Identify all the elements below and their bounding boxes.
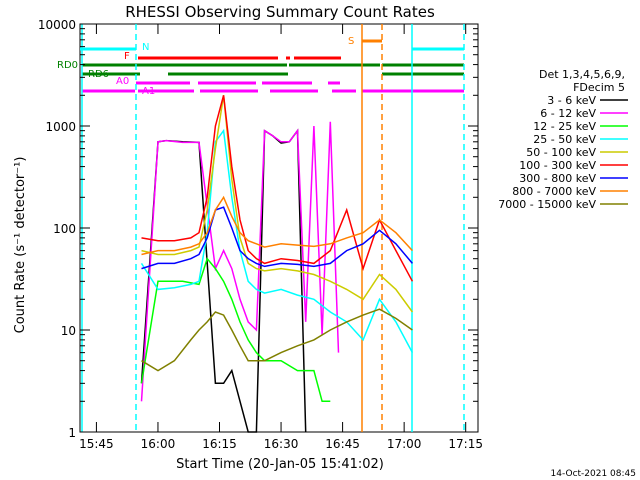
y-axis-label: Count Rate (s⁻¹ detector⁻¹) xyxy=(13,157,28,334)
y-tick-label: 10 xyxy=(61,324,76,338)
series-line xyxy=(141,195,413,256)
series-group xyxy=(140,95,414,433)
x-tick-label: 17:15 xyxy=(448,437,483,451)
plot-frame xyxy=(79,23,479,433)
series-line xyxy=(140,128,414,353)
legend-entry: 800 - 7000 keV xyxy=(512,185,596,198)
y-tick-label: 1 xyxy=(68,426,76,440)
flag-label: F xyxy=(124,51,130,62)
y-tick-label: 1000 xyxy=(45,120,76,134)
flag-label: A1 xyxy=(142,86,155,97)
legend-entry: 12 - 25 keV xyxy=(533,120,596,133)
series-line xyxy=(141,206,413,270)
x-axis-label: Start Time (20-Jan-05 15:41:02) xyxy=(176,457,384,472)
flag-label: A0 xyxy=(116,76,129,87)
legend-entry: 100 - 300 keV xyxy=(519,159,596,172)
x-tick-label: 16:15 xyxy=(202,437,237,451)
plot-box xyxy=(79,23,479,433)
legend-entry: 3 - 6 keV xyxy=(547,94,596,107)
chart-title: RHESSI Observing Summary Count Rates xyxy=(125,3,435,21)
series-line xyxy=(141,95,414,313)
x-tick-label: 16:00 xyxy=(141,437,176,451)
y-tick-label: 10000 xyxy=(38,18,76,32)
series-line xyxy=(141,95,414,282)
legend-header: FDecim 5 xyxy=(573,81,625,94)
legend-header: Det 1,3,4,5,6,9, xyxy=(539,68,625,81)
legend-entry: 7000 - 15000 keV xyxy=(498,198,596,211)
series-line xyxy=(141,308,413,372)
legend-entry: 6 - 12 keV xyxy=(540,107,596,120)
x-tick-label: 16:30 xyxy=(264,437,299,451)
legend-entry: 300 - 800 keV xyxy=(519,172,596,185)
legend-entry: 25 - 50 keV xyxy=(533,133,596,146)
legend-entry: 50 - 100 keV xyxy=(526,146,596,159)
x-tick-label: 16:45 xyxy=(325,437,360,451)
y-tick-label: 100 xyxy=(53,222,76,236)
series-line xyxy=(140,121,340,402)
flag-bars: N F RD0 RD6 A0 A1 S xyxy=(57,24,465,432)
tick-group: 1 10 100 1000 10000 15:45 16:00 16:15 16:30 16:45… xyxy=(38,18,483,451)
flag-label: RD0 xyxy=(57,60,78,71)
flag-label: N xyxy=(142,42,149,53)
x-tick-label: 15:45 xyxy=(79,437,114,451)
flag-label: RD6 xyxy=(88,69,109,80)
footer-date: 14-Oct-2021 08:45 xyxy=(551,469,636,479)
flag-label: S xyxy=(348,36,354,47)
x-tick-label: 17:00 xyxy=(387,437,422,451)
